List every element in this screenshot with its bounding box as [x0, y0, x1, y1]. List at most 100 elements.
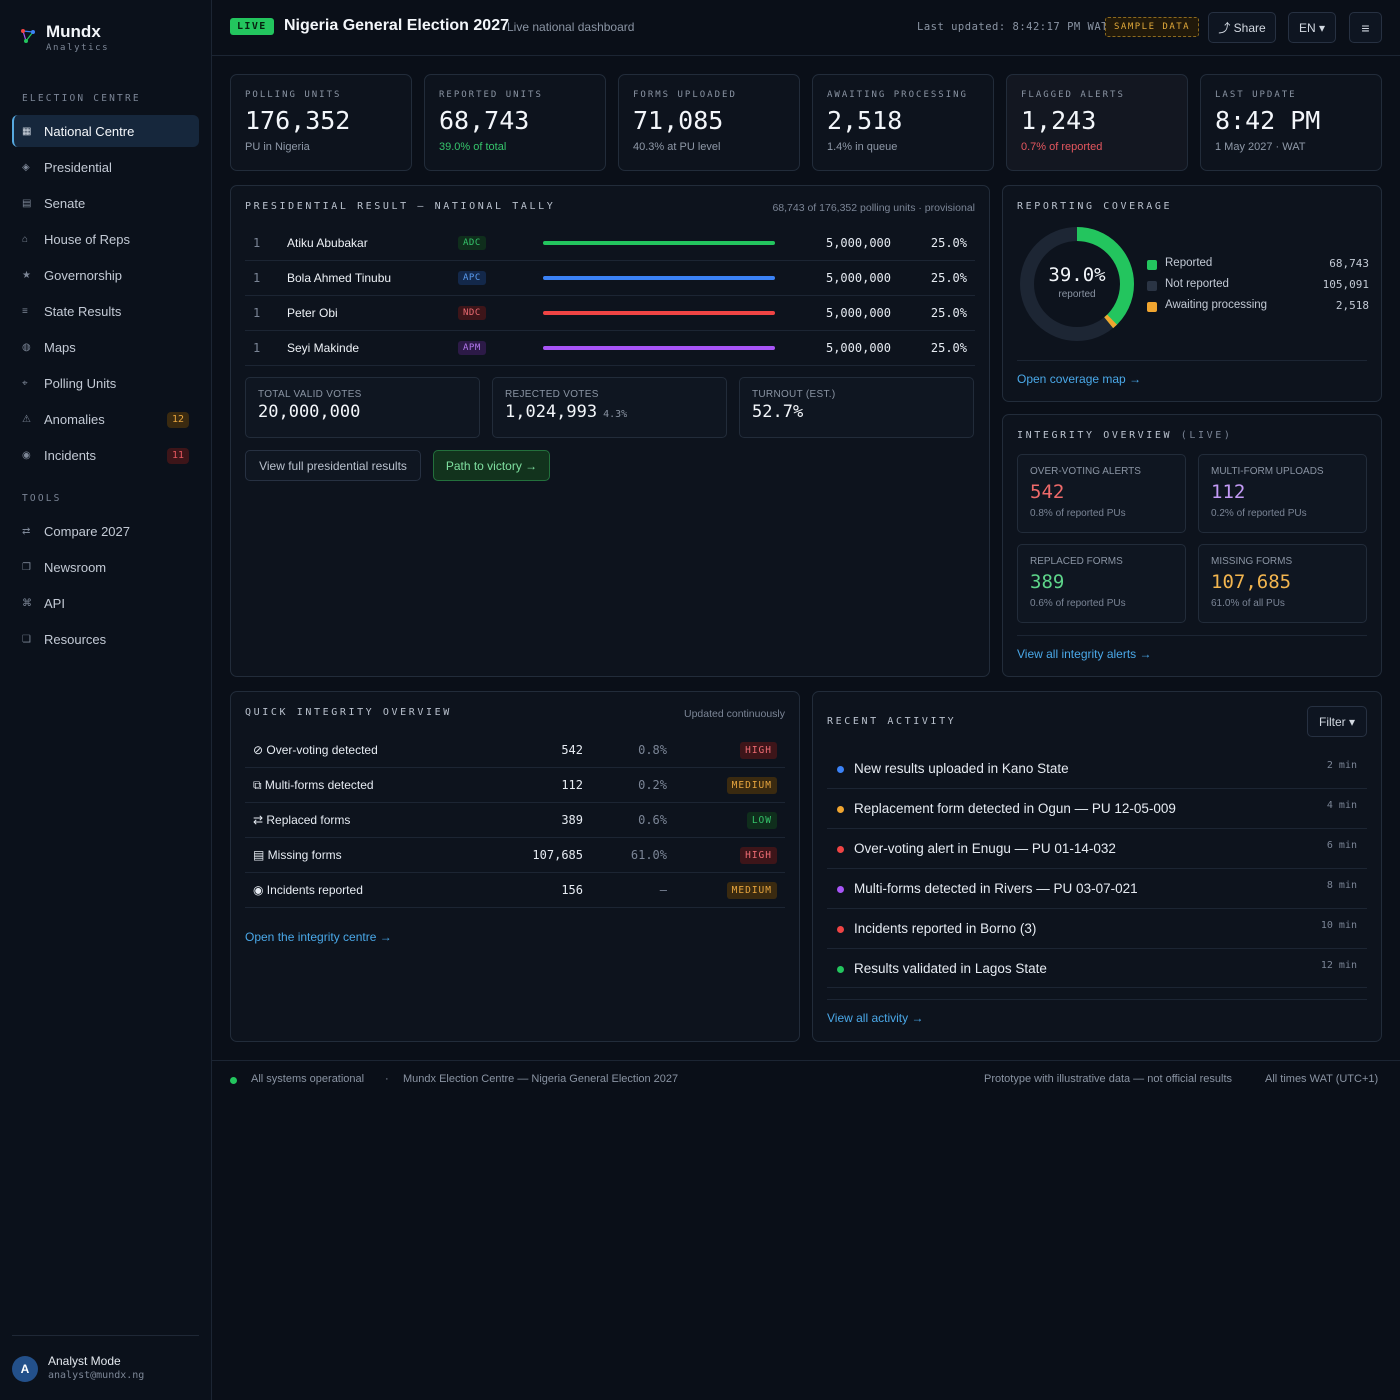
sidebar-item-resources[interactable]: ❏ Resources: [12, 623, 199, 655]
stat-value: 8:42 PM: [1215, 106, 1321, 135]
integrity-card-multi-form-uploads[interactable]: MULTI-FORM UPLOADS 112 0.2% of reported PU…: [1198, 454, 1367, 533]
filter-button[interactable]: Filter ▾: [1307, 706, 1367, 737]
activity-item[interactable]: Replacement form detected in Ogun — PU 1…: [827, 789, 1367, 829]
footer-separator: ·: [385, 1073, 389, 1085]
sidebar-item-label: State Results: [44, 303, 122, 319]
sidebar-item-governorship[interactable]: ★ Governorship: [12, 259, 199, 291]
activity-dot-icon: [837, 806, 844, 813]
integrity-card-missing-forms[interactable]: MISSING FORMS 107,685 61.0% of all PUs: [1198, 544, 1367, 623]
section-tools: TOOLS: [22, 493, 62, 504]
logo-icon: [21, 29, 35, 43]
activity-item[interactable]: New results uploaded in Kano State 2 min: [827, 749, 1367, 789]
sidebar-item-incidents[interactable]: ◉ Incidents 11: [12, 440, 199, 472]
sidebar-item-national-centre[interactable]: ▦ National Centre: [12, 115, 199, 147]
candidate-name: Peter Obi: [287, 306, 338, 320]
quick-integrity-row[interactable]: ⇄ Replaced forms 389 0.6% LOW: [245, 803, 785, 838]
integrity-card-over-voting-alerts[interactable]: OVER-VOTING ALERTS 542 0.8% of reported PU…: [1017, 454, 1186, 533]
user-profile[interactable]: A Analyst Mode analyst@mundx.ng: [12, 1335, 199, 1383]
integrity-title-text: INTEGRITY OVERVIEW: [1017, 430, 1173, 441]
coverage-title: REPORTING COVERAGE: [1017, 201, 1173, 212]
integrity-card-replaced-forms[interactable]: REPLACED FORMS 389 0.6% of reported PUs: [1017, 544, 1186, 623]
quick-integrity-count: 112: [561, 778, 583, 792]
stat-label: LAST UPDATE: [1215, 90, 1297, 100]
sidebar-item-house-of-reps[interactable]: ⌂ House of Reps: [12, 223, 199, 255]
open-coverage-map-link[interactable]: Open coverage map →: [1017, 372, 1142, 386]
sidebar-item-label: Compare 2027: [44, 523, 130, 539]
stat-value: 71,085: [633, 106, 724, 135]
menu-button[interactable]: ≡: [1349, 12, 1382, 43]
sidebar-item-maps[interactable]: ◍ Maps: [12, 332, 199, 364]
system-status: All systems operational: [251, 1073, 365, 1085]
sidebar-item-state-results[interactable]: ≡ State Results: [12, 295, 199, 327]
stat-subtext: 40.3% at PU level: [633, 141, 721, 153]
activity-dot-icon: [837, 886, 844, 893]
building-icon: ▤: [22, 197, 32, 209]
quick-integrity-row[interactable]: ⧉ Multi-forms detected 112 0.2% MEDIUM: [245, 768, 785, 803]
activity-item[interactable]: Multi-forms detected in Rivers — PU 03-0…: [827, 869, 1367, 909]
live-badge: LIVE: [230, 18, 274, 35]
activity-dot-icon: [837, 846, 844, 853]
candidate-percent: 25.0%: [930, 271, 967, 285]
presidential-meta: 68,743 of 176,352 polling units · provis…: [772, 202, 975, 214]
candidate-row[interactable]: 1 Bola Ahmed Tinubu APC 5,000,000 25.0%: [245, 261, 975, 296]
activity-time: 12 min: [1320, 960, 1357, 971]
total-label: TURNOUT (EST.): [752, 389, 836, 400]
candidate-votes: 5,000,000: [825, 236, 891, 250]
vote-share-bar: [543, 311, 775, 315]
sidebar-item-newsroom[interactable]: ❐ Newsroom: [12, 551, 199, 583]
quick-integrity-row[interactable]: ▤ Missing forms 107,685 61.0% HIGH: [245, 838, 785, 873]
stat-subtext: 1 May 2027 · WAT: [1215, 141, 1306, 153]
quick-integrity-row[interactable]: ⊘ Over-voting detected 542 0.8% HIGH: [245, 733, 785, 768]
activity-item[interactable]: Results validated in Lagos State 12 min: [827, 949, 1367, 988]
brand-name: Mundx: [46, 22, 101, 41]
sidebar-item-anomalies[interactable]: ⚠ Anomalies 12: [12, 404, 199, 436]
view-integrity-alerts-link[interactable]: View all integrity alerts →: [1017, 647, 1152, 661]
grid-icon: ▦: [22, 125, 32, 137]
integrity-card-subtext: 61.0% of all PUs: [1211, 598, 1285, 609]
severity-badge: HIGH: [740, 846, 777, 864]
sidebar-item-polling-units[interactable]: ⌖ Polling Units: [12, 368, 199, 400]
total-label: REJECTED VOTES: [505, 389, 599, 400]
view-all-activity-link[interactable]: View all activity →: [827, 1011, 924, 1025]
integrity-card-label: MULTI-FORM UPLOADS: [1211, 466, 1324, 477]
activity-time: 4 min: [1326, 800, 1357, 811]
activity-dot-icon: [837, 966, 844, 973]
sidebar-item-compare-2027[interactable]: ⇄ Compare 2027: [12, 515, 199, 547]
stat-card-flagged-alerts: FLAGGED ALERTS 1,243 0.7% of reported: [1006, 74, 1188, 171]
avatar: A: [12, 1355, 38, 1382]
activity-item[interactable]: Over-voting alert in Enugu — PU 01-14-03…: [827, 829, 1367, 869]
sidebar-item-presidential[interactable]: ◈ Presidential: [12, 151, 199, 183]
candidate-row[interactable]: 1 Atiku Abubakar ADC 5,000,000 25.0%: [245, 226, 975, 261]
sidebar-item-label: Presidential: [44, 159, 112, 175]
sidebar-item-label: Senate: [44, 195, 86, 211]
language-select[interactable]: EN ▾: [1288, 12, 1336, 43]
footer-disclaimer: Prototype with illustrative data — not o…: [984, 1073, 1233, 1085]
quick-integrity-panel: QUICK INTEGRITY OVERVIEW Updated continu…: [230, 691, 800, 1042]
page-subtitle: Live national dashboard: [507, 20, 635, 34]
quick-integrity-count: 156: [561, 883, 583, 897]
sidebar-item-senate[interactable]: ▤ Senate: [12, 187, 199, 219]
open-integrity-centre-link[interactable]: Open the integrity centre →: [245, 930, 392, 944]
quick-integrity-meta: Updated continuously: [684, 708, 785, 720]
nav-election-centre: ▦ National Centre ◈ Presidential ▤ Senate ⌂ Hou…: [12, 115, 199, 476]
party-badge: NDC: [458, 306, 486, 320]
candidate-row[interactable]: 1 Seyi Makinde APM 5,000,000 25.0%: [245, 331, 975, 366]
integrity-title: INTEGRITY OVERVIEW (LIVE): [1017, 430, 1233, 441]
quick-integrity-row[interactable]: ◉ Incidents reported 156 — MEDIUM: [245, 873, 785, 908]
brand-logo[interactable]: Mundx Analytics: [20, 22, 109, 54]
total-value: 20,000,000: [258, 402, 467, 422]
candidate-row[interactable]: 1 Peter Obi NDC 5,000,000 25.0%: [245, 296, 975, 331]
activity-item[interactable]: Incidents reported in Borno (3) 10 min: [827, 909, 1367, 949]
activity-time: 2 min: [1326, 760, 1357, 771]
sidebar-item-label: Governorship: [44, 267, 123, 283]
stat-value: 2,518: [827, 106, 903, 135]
command-icon: ⌘: [22, 597, 32, 609]
view-full-results-button[interactable]: View full presidential results: [245, 450, 421, 481]
candidate-percent: 25.0%: [930, 236, 967, 250]
share-button[interactable]: ⤴ Share: [1208, 12, 1276, 43]
sidebar-item-api[interactable]: ⌘ API: [12, 587, 199, 619]
path-to-victory-button[interactable]: Path to victory →: [433, 450, 550, 481]
footer-product: Mundx Election Centre — Nigeria General …: [403, 1073, 679, 1085]
brand-subtitle: Analytics: [46, 43, 110, 53]
activity-title: RECENT ACTIVITY: [827, 716, 957, 727]
